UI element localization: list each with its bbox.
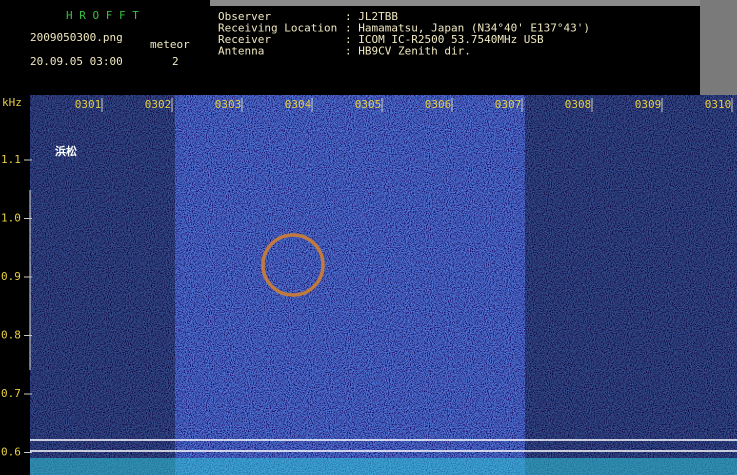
freq-label: 0.9 — [1, 270, 21, 283]
field-label: Antenna — [218, 45, 264, 58]
field-value: : ICOM IC-R2500 53.7540MHz USB — [345, 33, 544, 46]
program-name: H R O F F T — [66, 9, 139, 22]
time-label: 0301 — [75, 98, 102, 111]
field-value: : JL2TBB — [345, 10, 398, 23]
map-strip — [210, 0, 737, 6]
bottom-band — [30, 458, 737, 475]
time-label: 0303 — [215, 98, 242, 111]
datetime: 20.09.05 03:00 — [30, 55, 123, 68]
time-label: 0307 — [495, 98, 522, 111]
location-label: 浜松 — [55, 144, 77, 158]
freq-label: 0.7 — [1, 387, 21, 400]
time-label: 0309 — [635, 98, 662, 111]
freq-label: 1.0 — [1, 212, 21, 225]
field-label: Observer — [218, 10, 271, 23]
meteor-label: meteor — [150, 38, 190, 51]
dim-region — [525, 95, 737, 475]
field-label: Receiving Location — [218, 22, 337, 35]
time-label: 0304 — [285, 98, 312, 111]
dim-region — [30, 95, 175, 475]
field-label: Receiver — [218, 33, 271, 46]
time-label: 0310 — [705, 98, 732, 111]
axis-labels: 0301 0302 0303 0304 0305 0306 0307 0308 0309 0310… — [1, 98, 733, 459]
spectrogram-noise — [30, 95, 737, 475]
filename: 2009050300.png — [30, 31, 123, 44]
freq-label: 0.8 — [1, 329, 21, 342]
meteor-count: 2 — [172, 55, 179, 68]
freq-label: 0.6 — [1, 446, 21, 459]
field-value: : HB9CV Zenith dir. — [345, 45, 471, 58]
time-label: 0305 — [355, 98, 382, 111]
meteor-highlight — [261, 233, 325, 297]
freq-label: 1.1 — [1, 153, 21, 166]
time-label: 0306 — [425, 98, 452, 111]
freq-unit: kHz — [2, 96, 22, 109]
map-corner — [700, 0, 737, 95]
header-fields: Observer : JL2TBB Receiving Location : Hama… — [218, 10, 590, 58]
time-label: 0308 — [565, 98, 592, 111]
field-value: : Hamamatsu, Japan (N34°40' E137°43') — [345, 22, 590, 35]
time-label: 0302 — [145, 98, 172, 111]
